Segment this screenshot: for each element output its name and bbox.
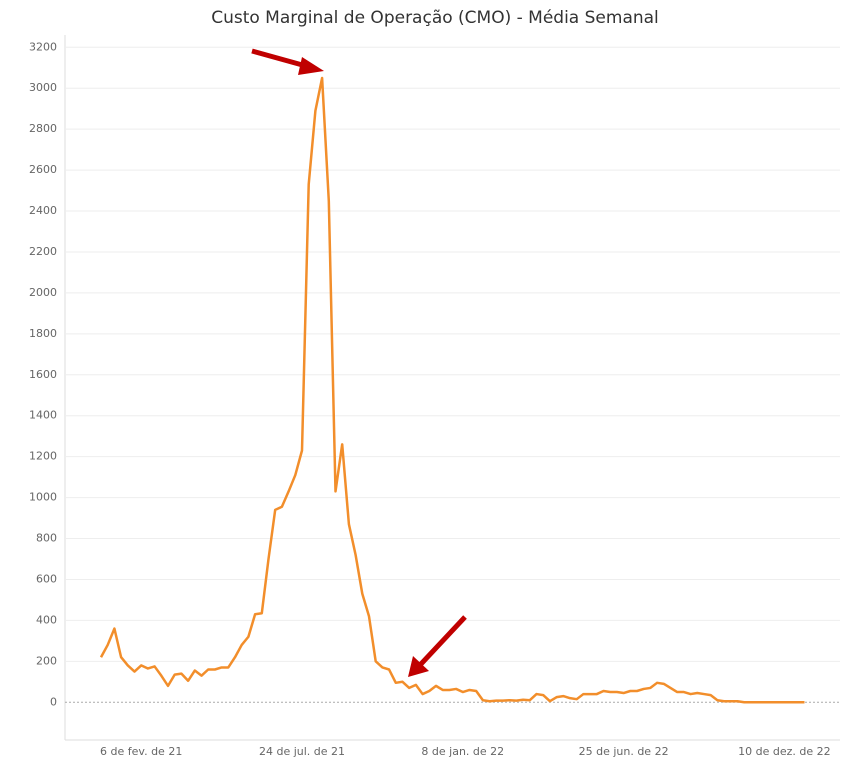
line bbox=[99, 76, 805, 704]
x-tick-label: 8 de jan. de 22 bbox=[421, 745, 504, 758]
x-tick-label: 24 de jul. de 21 bbox=[259, 745, 345, 758]
y-tick-label: 200 bbox=[36, 654, 57, 667]
x-tick-label: 6 de fev. de 21 bbox=[100, 745, 182, 758]
plot: 0 200 400 600 800 1000 1200 1400 1600 1800 2000 220… bbox=[29, 40, 840, 758]
y-tick-label: 1200 bbox=[29, 450, 57, 463]
y-tick-label: 400 bbox=[36, 613, 57, 626]
y-tick-label: 800 bbox=[36, 532, 57, 545]
y-tick-label: 2400 bbox=[29, 204, 57, 217]
annotation-arrow bbox=[251, 48, 324, 75]
y-tick-label: 1400 bbox=[29, 409, 57, 422]
chart-title: Custo Marginal de Operação (CMO) - Média… bbox=[211, 8, 659, 28]
x-tick-label: 10 de dez. de 22 bbox=[738, 745, 831, 758]
y-tick-label: 1000 bbox=[29, 491, 57, 504]
y-tick-label: 1800 bbox=[29, 327, 57, 340]
y-tick-label: 2000 bbox=[29, 286, 57, 299]
y-tick-label: 3200 bbox=[29, 40, 57, 53]
y-tick-label: 2800 bbox=[29, 122, 57, 135]
y-tick-label: 2600 bbox=[29, 163, 57, 176]
y-tick-label: 3000 bbox=[29, 81, 57, 94]
y-tick-label: 1600 bbox=[29, 368, 57, 381]
y-tick-label: 0 bbox=[50, 695, 57, 708]
y-tick-label: 600 bbox=[36, 572, 57, 585]
x-tick-label: 25 de jun. de 22 bbox=[579, 745, 669, 758]
y-tick-label: 2200 bbox=[29, 245, 57, 258]
annotation-arrow bbox=[408, 615, 467, 677]
